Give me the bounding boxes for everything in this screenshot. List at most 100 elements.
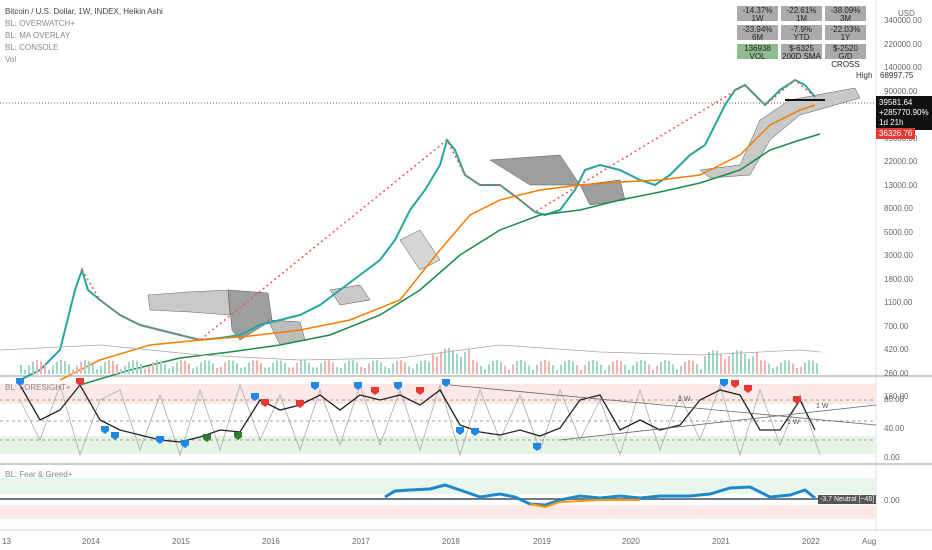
price-candles: [19, 78, 816, 381]
signal-marker: [156, 436, 164, 444]
volume-bar: [192, 368, 194, 374]
volume-bar: [672, 364, 674, 374]
volume-bar: [816, 363, 818, 374]
volume-bar: [44, 364, 46, 374]
volume-bar: [732, 352, 734, 374]
signal-marker: [720, 379, 728, 387]
indicator-ma-overlay[interactable]: BL: MA OVERLAY: [5, 31, 71, 40]
volume-bar: [264, 367, 266, 374]
volume-bar: [248, 362, 250, 374]
price-tick: 90000.00: [884, 86, 918, 96]
indicator-overwatch[interactable]: BL: OVERWATCH+: [5, 19, 75, 28]
volume-bar: [708, 351, 710, 374]
volume-bar: [312, 367, 314, 374]
volume-bar: [656, 365, 658, 374]
volume-bar: [556, 369, 558, 374]
last-price-tag: 39581.64 +285770.90% 1d 21h: [876, 96, 932, 130]
volume-bar: [184, 360, 186, 374]
volume-bar: [660, 361, 662, 374]
stat-value: -7.9%: [791, 25, 812, 34]
stat-label: 1M: [795, 14, 808, 23]
volume-bar: [768, 363, 770, 374]
volume-bar: [664, 360, 666, 374]
volume-bar: [384, 366, 386, 374]
symbol-title[interactable]: Bitcoin / U.S. Dollar, 1W, INDEX, Heikin…: [5, 7, 163, 16]
volume-bar: [304, 360, 306, 374]
time-tick: 2017: [352, 537, 370, 546]
volume-bar: [712, 350, 714, 374]
price-tick: 260.00: [884, 368, 909, 378]
volume-bar: [36, 360, 38, 374]
volume-bar: [96, 369, 98, 374]
volume-bar: [72, 369, 74, 374]
indicator-volume[interactable]: Vol: [5, 55, 17, 64]
volume-bar: [676, 369, 678, 374]
volume-bar: [472, 360, 474, 374]
price-tick: 160.00: [884, 392, 909, 401]
volume-bar: [240, 367, 242, 374]
time-tick: 2014: [82, 537, 100, 546]
volume-bar: [444, 348, 446, 374]
time-tick: 2021: [712, 537, 730, 546]
volume-bar: [604, 369, 606, 374]
volume-bar: [492, 360, 494, 374]
volume-bar: [104, 361, 106, 374]
volume-bar: [752, 356, 754, 374]
volume-bar: [744, 353, 746, 374]
time-tick: 2020: [622, 537, 640, 546]
foresight-mark-1: 1 W: [678, 396, 691, 403]
signal-marker: [394, 382, 402, 390]
volume-bar: [300, 360, 302, 374]
volume-bar: [632, 365, 634, 374]
ma-orange-line: [59, 104, 816, 381]
price-tick: 1100.00: [884, 298, 913, 307]
foresight-label[interactable]: BL: FORESIGHT+: [5, 383, 71, 392]
high-label: High: [856, 71, 873, 80]
volume-bar: [288, 367, 290, 374]
volume-bar: [588, 361, 590, 374]
volume-bar: [584, 365, 586, 374]
volume-bar: [296, 362, 298, 374]
stat-label: 1W: [751, 14, 764, 23]
volume-bar: [120, 368, 122, 374]
volume-bar: [332, 362, 334, 374]
price-tick: 700.00: [884, 321, 909, 331]
volume-bar: [392, 363, 394, 374]
volume-bar: [504, 365, 506, 374]
foresight-tick-80: 80.00: [884, 395, 905, 404]
stat-label: 6M: [751, 33, 764, 42]
signal-marker: [793, 396, 801, 404]
volume-bar: [544, 360, 546, 374]
ma-green-line: [79, 133, 821, 386]
stat-cell-1y: -22.03% 1Y: [824, 24, 867, 42]
volume-bar: [800, 366, 802, 374]
volume-bar: [624, 364, 626, 374]
volume-bar: [572, 361, 574, 374]
fear-greed-label[interactable]: BL: Fear & Greed+: [5, 470, 73, 479]
signal-marker: [111, 432, 119, 440]
volume-bar: [376, 360, 378, 374]
volume-bar: [416, 363, 418, 374]
signal-marker: [456, 427, 464, 435]
indicator-console[interactable]: BL: CONSOLE: [5, 43, 59, 52]
volume-bar: [340, 367, 342, 374]
volume-bar: [388, 368, 390, 374]
stat-cell-1w: -14.37% 1W: [736, 5, 779, 23]
foresight-signal-markers: [16, 378, 801, 451]
volume-bar: [364, 368, 366, 374]
volume-bar: [620, 361, 622, 374]
volume-bar: [68, 364, 70, 374]
time-tick: 2016: [262, 537, 280, 546]
volume-bar: [500, 361, 502, 374]
volume-bar: [808, 360, 810, 374]
volume-bar: [532, 369, 534, 374]
volume-bar: [692, 360, 694, 374]
signal-marker: [261, 399, 269, 407]
volume-bar: [380, 362, 382, 374]
volume-bar: [156, 360, 158, 374]
signal-marker: [354, 382, 362, 390]
volume-bar: [200, 362, 202, 374]
fear-greed-readout: -3.7 Neutral [~45]: [818, 495, 877, 504]
